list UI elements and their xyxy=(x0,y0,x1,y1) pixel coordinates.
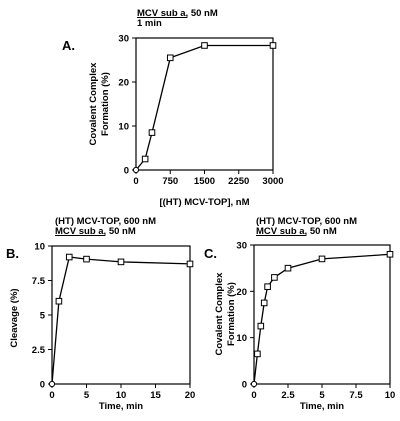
data-point xyxy=(269,42,277,49)
x-tick-label: 0 xyxy=(49,390,54,401)
x-tick-label: 750 xyxy=(162,176,178,187)
x-tick-label: 2250 xyxy=(228,176,249,187)
data-point xyxy=(257,322,265,330)
x-tick-label: 7.5 xyxy=(349,390,363,401)
y-tick-label: 0 xyxy=(242,380,247,391)
y-axis-label: Covalent Complex xyxy=(88,62,99,146)
x-axis-label: [(HT) MCV-TOP], nM xyxy=(159,197,249,208)
condition-text: (HT) MCV-TOP, 600 nM xyxy=(55,216,156,227)
condition-text: MCV sub a, 50 nM xyxy=(137,8,218,19)
data-point xyxy=(117,258,125,266)
plot-frame xyxy=(51,245,191,385)
data-point xyxy=(201,42,208,49)
y-tick-label: 30 xyxy=(236,241,247,252)
y-tick-label: 30 xyxy=(118,34,129,45)
y-axis-label: Cleavage (%) xyxy=(9,288,20,347)
data-point xyxy=(48,380,56,388)
panel-letter: B. xyxy=(6,246,19,261)
series-line xyxy=(135,44,273,171)
plot-frame xyxy=(253,244,391,385)
y-tick-label: 2.5 xyxy=(32,345,46,356)
data-point xyxy=(83,255,90,263)
y-tick-label: 20 xyxy=(118,78,129,89)
panel-a: A. MCV sub a, 50 nM1 min 0 10 20 30 0 750 1500 22… xyxy=(62,8,284,208)
y-axis-label: Formation (%) xyxy=(100,72,111,136)
data-point xyxy=(55,297,63,305)
data-point xyxy=(65,253,73,261)
data-point xyxy=(271,274,278,281)
y-tick-label: 10 xyxy=(236,333,247,344)
plot-frame xyxy=(135,37,274,171)
x-tick-label: 15 xyxy=(150,390,161,401)
data-point xyxy=(260,299,268,307)
x-tick-label: 10 xyxy=(116,390,127,401)
data-point xyxy=(264,283,271,290)
y-tick-label: 0 xyxy=(40,380,45,391)
x-tick-label: 5 xyxy=(319,390,325,401)
x-tick-label: 1500 xyxy=(194,176,215,187)
data-point xyxy=(132,166,140,174)
data-point xyxy=(318,255,326,263)
x-tick-label: 2.5 xyxy=(281,390,295,401)
y-tick-label: 5 xyxy=(40,311,46,322)
x-axis-label: Time, min xyxy=(300,401,344,412)
y-axis-label: Formation (%) xyxy=(226,282,237,346)
x-tick-label: 5 xyxy=(84,390,90,401)
condition-text: 1 min xyxy=(137,18,162,29)
x-axis-label: Time, min xyxy=(99,401,143,412)
data-point xyxy=(386,250,394,258)
x-tick-label: 0 xyxy=(133,176,138,187)
y-tick-label: 10 xyxy=(118,122,129,133)
x-tick-label: 10 xyxy=(385,390,396,401)
condition-text: (HT) MCV-TOP, 600 nM xyxy=(256,216,357,227)
data-point xyxy=(254,350,261,358)
y-tick-label: 10 xyxy=(34,242,45,253)
data-point xyxy=(148,129,156,136)
series-line xyxy=(51,256,191,385)
data-point xyxy=(186,260,194,268)
data-point xyxy=(284,264,292,272)
y-axis-label: Covalent Complex xyxy=(214,272,225,356)
panel-letter: C. xyxy=(204,246,217,261)
y-tick-label: 20 xyxy=(236,287,247,298)
y-tick-label: 0 xyxy=(124,166,129,177)
x-tick-label: 0 xyxy=(251,390,256,401)
y-tick-label: 7.5 xyxy=(32,276,46,287)
data-point xyxy=(250,380,258,388)
condition-text: MCV sub a, 50 nM xyxy=(256,226,337,237)
data-point xyxy=(166,54,174,62)
series-line xyxy=(253,253,391,385)
panel-letter: A. xyxy=(62,38,75,53)
condition-text: MCV sub a, 50 nM xyxy=(55,226,136,237)
x-tick-label: 20 xyxy=(185,390,196,401)
x-tick-label: 3000 xyxy=(262,176,283,187)
data-point xyxy=(141,155,149,163)
